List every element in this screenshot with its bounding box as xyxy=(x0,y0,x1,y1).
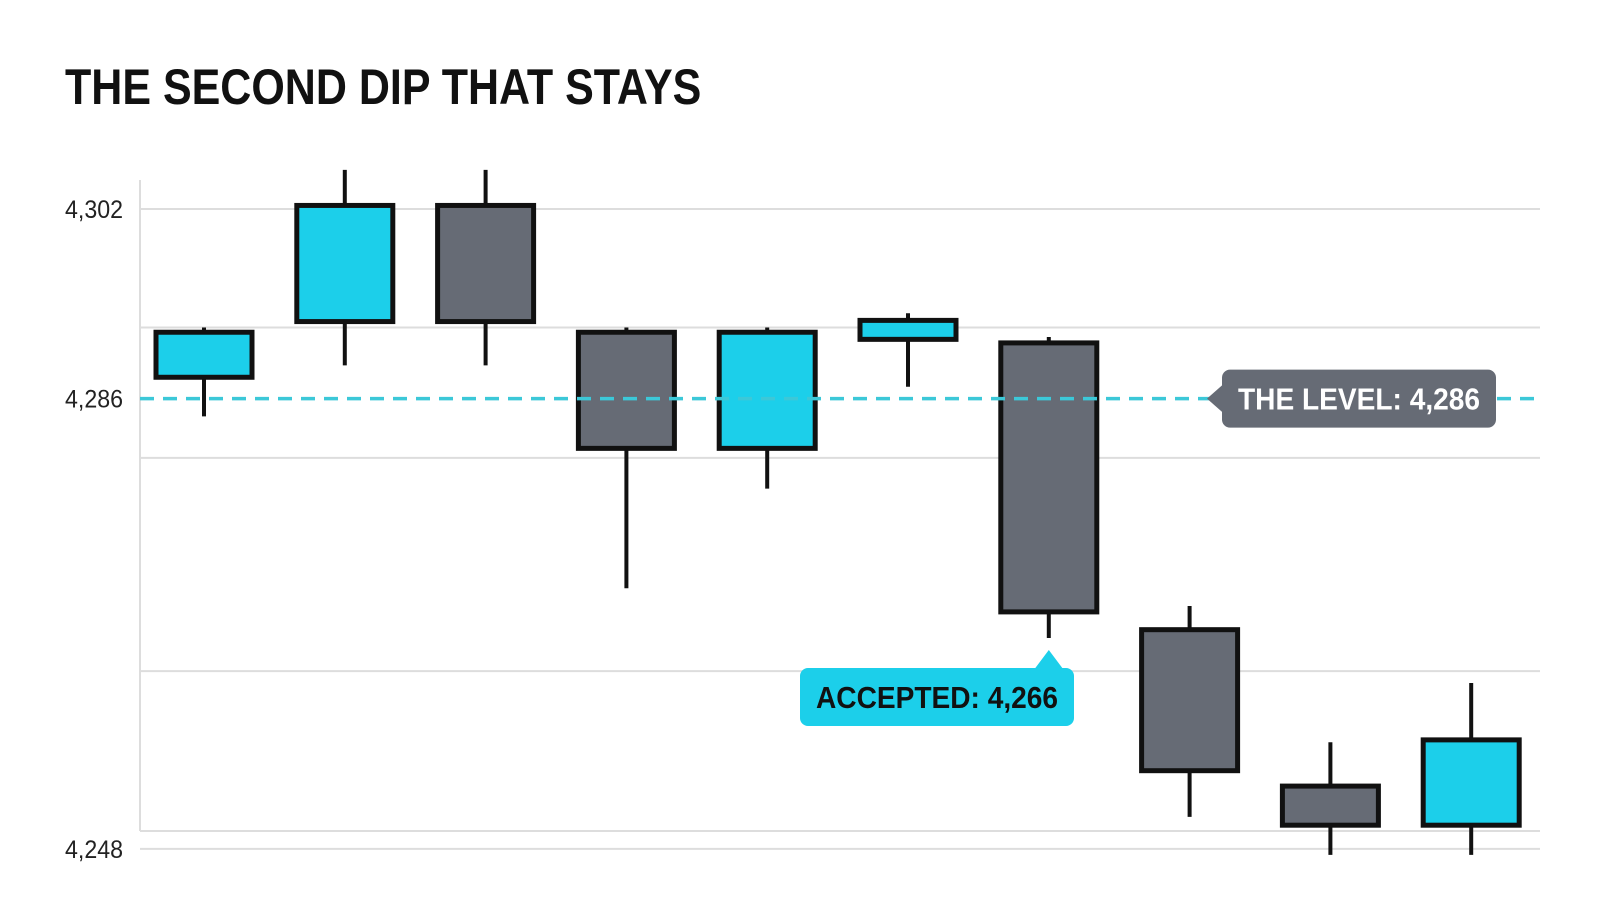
bearish-candle xyxy=(998,336,1100,638)
bearish-candle xyxy=(575,327,677,589)
bullish-candle xyxy=(294,169,396,366)
annotations: THE LEVEL: 4,286 ACCEPTED: 4,266 xyxy=(800,369,1496,726)
candles xyxy=(153,169,1522,855)
bullish-candle xyxy=(716,327,818,489)
candle-body xyxy=(1420,737,1522,828)
y-tick-label: 4,302 xyxy=(65,196,123,224)
candle-body xyxy=(857,317,959,342)
bearish-candle xyxy=(435,169,537,366)
y-tick-label: 4,286 xyxy=(65,386,123,414)
accepted-callout-label: ACCEPTED: 4,266 xyxy=(816,680,1058,715)
bearish-candle xyxy=(1279,742,1381,855)
candle-body xyxy=(153,329,255,380)
candle-body xyxy=(575,329,677,451)
chart-title: THE SECOND DIP THAT STAYS xyxy=(65,59,702,115)
level-callout-pointer xyxy=(1207,383,1224,414)
level-callout-label: THE LEVEL: 4,286 xyxy=(1238,382,1480,417)
bearish-candle xyxy=(1139,605,1241,817)
candle-body xyxy=(294,202,396,325)
y-tick-label: 4,248 xyxy=(65,836,123,864)
y-axis: 4,302 4,286 4,248 xyxy=(65,180,141,864)
candle-body xyxy=(998,340,1100,615)
candle-body xyxy=(1279,783,1381,828)
bullish-candle xyxy=(1420,683,1522,855)
candle-body xyxy=(1139,627,1241,774)
bullish-candle xyxy=(153,327,255,417)
level-callout: THE LEVEL: 4,286 xyxy=(1207,369,1496,428)
bullish-candle xyxy=(857,313,959,387)
accepted-callout-box xyxy=(800,668,1074,726)
candle-body xyxy=(435,202,537,325)
accepted-callout-pointer xyxy=(1033,649,1064,670)
candle-body xyxy=(716,329,818,451)
accepted-callout: ACCEPTED: 4,266 xyxy=(800,649,1074,726)
level-callout-box xyxy=(1222,369,1496,428)
